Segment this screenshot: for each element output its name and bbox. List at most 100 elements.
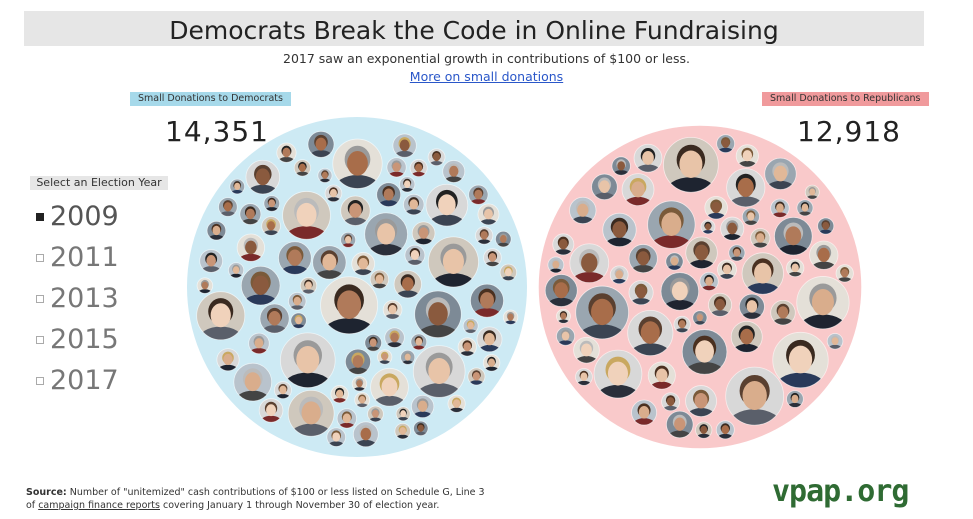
candidate-avatar[interactable]: [332, 138, 383, 205]
candidate-avatar[interactable]: [216, 348, 240, 378]
candidate-avatar[interactable]: [741, 207, 760, 231]
year-checkbox[interactable]: [36, 294, 44, 303]
candidate-avatar[interactable]: [556, 308, 571, 328]
candidate-avatar[interactable]: [404, 244, 426, 271]
candidate-avatar[interactable]: [468, 184, 489, 211]
candidate-avatar[interactable]: [611, 156, 631, 181]
candidate-avatar[interactable]: [442, 160, 466, 189]
candidate-avatar[interactable]: [692, 310, 708, 330]
candidate-avatar[interactable]: [340, 195, 371, 235]
candidate-avatar[interactable]: [575, 368, 593, 390]
candidate-avatar[interactable]: [728, 244, 746, 266]
candidate-avatar[interactable]: [774, 216, 813, 267]
candidate-avatar[interactable]: [278, 241, 312, 285]
candidate-avatar[interactable]: [726, 168, 766, 220]
candidate-avatar[interactable]: [602, 212, 637, 257]
candidate-avatar[interactable]: [354, 392, 371, 412]
candidate-avatar[interactable]: [735, 144, 759, 175]
candidate-avatar[interactable]: [462, 317, 479, 338]
candidate-avatar[interactable]: [199, 249, 223, 280]
candidate-avatar[interactable]: [477, 203, 500, 232]
candidate-avatar[interactable]: [804, 184, 820, 204]
candidate-avatar[interactable]: [409, 159, 428, 182]
candidate-avatar[interactable]: [248, 332, 270, 360]
candidate-avatar[interactable]: [263, 195, 281, 217]
candidate-avatar[interactable]: [609, 265, 629, 290]
candidate-avatar[interactable]: [569, 196, 597, 232]
candidate-avatar[interactable]: [369, 269, 390, 294]
candidate-avatar[interactable]: [730, 320, 763, 362]
candidate-avatar[interactable]: [330, 385, 349, 408]
candidate-avatar[interactable]: [627, 309, 674, 370]
candidate-avatar[interactable]: [631, 399, 657, 433]
candidate-avatar[interactable]: [196, 291, 246, 356]
candidate-avatar[interactable]: [413, 420, 429, 440]
candidate-avatar[interactable]: [299, 277, 318, 299]
candidate-avatar[interactable]: [628, 280, 654, 313]
candidate-avatar[interactable]: [336, 408, 357, 435]
campaign-finance-reports-link[interactable]: campaign finance reports: [38, 500, 160, 511]
candidate-avatar[interactable]: [720, 216, 745, 248]
year-checkbox[interactable]: [36, 212, 44, 221]
candidate-avatar[interactable]: [817, 217, 835, 239]
candidate-avatar[interactable]: [665, 252, 684, 276]
candidate-avatar[interactable]: [699, 271, 719, 296]
candidate-avatar[interactable]: [708, 292, 733, 324]
candidate-avatar[interactable]: [229, 178, 246, 199]
candidate-avatar[interactable]: [575, 285, 629, 356]
candidate-avatar[interactable]: [591, 173, 618, 208]
candidate-avatar[interactable]: [236, 233, 265, 270]
candidate-avatar[interactable]: [447, 394, 466, 418]
candidate-avatar[interactable]: [673, 315, 691, 338]
candidate-avatar[interactable]: [386, 157, 407, 184]
candidate-avatar[interactable]: [287, 390, 335, 451]
candidate-avatar[interactable]: [633, 143, 663, 181]
candidate-avatar[interactable]: [715, 420, 735, 445]
candidate-avatar[interactable]: [351, 376, 368, 395]
candidate-avatar[interactable]: [282, 191, 331, 254]
year-checkbox[interactable]: [36, 376, 44, 385]
candidate-avatar[interactable]: [647, 200, 696, 264]
candidate-avatar[interactable]: [786, 390, 804, 413]
candidate-avatar[interactable]: [340, 231, 357, 252]
candidate-avatar[interactable]: [467, 367, 486, 391]
candidate-avatar[interactable]: [280, 332, 336, 406]
candidate-avatar[interactable]: [681, 329, 728, 389]
candidate-avatar[interactable]: [647, 361, 676, 398]
candidate-avatar[interactable]: [317, 167, 333, 187]
candidate-avatar[interactable]: [414, 290, 462, 353]
candidate-avatar[interactable]: [573, 336, 600, 371]
candidate-avatar[interactable]: [233, 362, 273, 413]
candidate-avatar[interactable]: [240, 265, 281, 317]
candidate-avatar[interactable]: [502, 309, 519, 329]
candidate-avatar[interactable]: [228, 262, 245, 283]
candidate-avatar[interactable]: [384, 327, 405, 354]
candidate-avatar[interactable]: [411, 221, 436, 252]
candidate-avatar[interactable]: [685, 385, 717, 427]
candidate-avatar[interactable]: [273, 381, 292, 405]
candidate-avatar[interactable]: [475, 226, 494, 250]
candidate-avatar[interactable]: [324, 184, 343, 207]
candidate-avatar[interactable]: [660, 272, 700, 323]
candidate-avatar[interactable]: [826, 333, 844, 354]
candidate-avatar[interactable]: [370, 367, 409, 418]
year-option-2013[interactable]: 2013: [30, 278, 168, 319]
year-option-2015[interactable]: 2015: [30, 319, 168, 360]
candidate-avatar[interactable]: [239, 203, 262, 232]
candidate-avatar[interactable]: [259, 303, 290, 343]
candidate-avatar[interactable]: [412, 345, 466, 415]
candidate-avatar[interactable]: [261, 216, 281, 242]
candidate-avatar[interactable]: [796, 276, 850, 345]
candidate-avatar[interactable]: [796, 199, 814, 221]
candidate-avatar[interactable]: [400, 349, 416, 369]
candidate-avatar[interactable]: [666, 410, 694, 446]
candidate-avatar[interactable]: [770, 198, 790, 224]
candidate-avatar[interactable]: [307, 130, 335, 166]
year-checkbox[interactable]: [36, 335, 44, 344]
candidate-avatar[interactable]: [395, 406, 411, 426]
candidate-avatar[interactable]: [770, 299, 796, 333]
candidate-avatar[interactable]: [276, 142, 297, 169]
candidate-avatar[interactable]: [476, 326, 503, 360]
candidate-avatar[interactable]: [410, 333, 428, 355]
candidate-avatar[interactable]: [411, 394, 435, 425]
